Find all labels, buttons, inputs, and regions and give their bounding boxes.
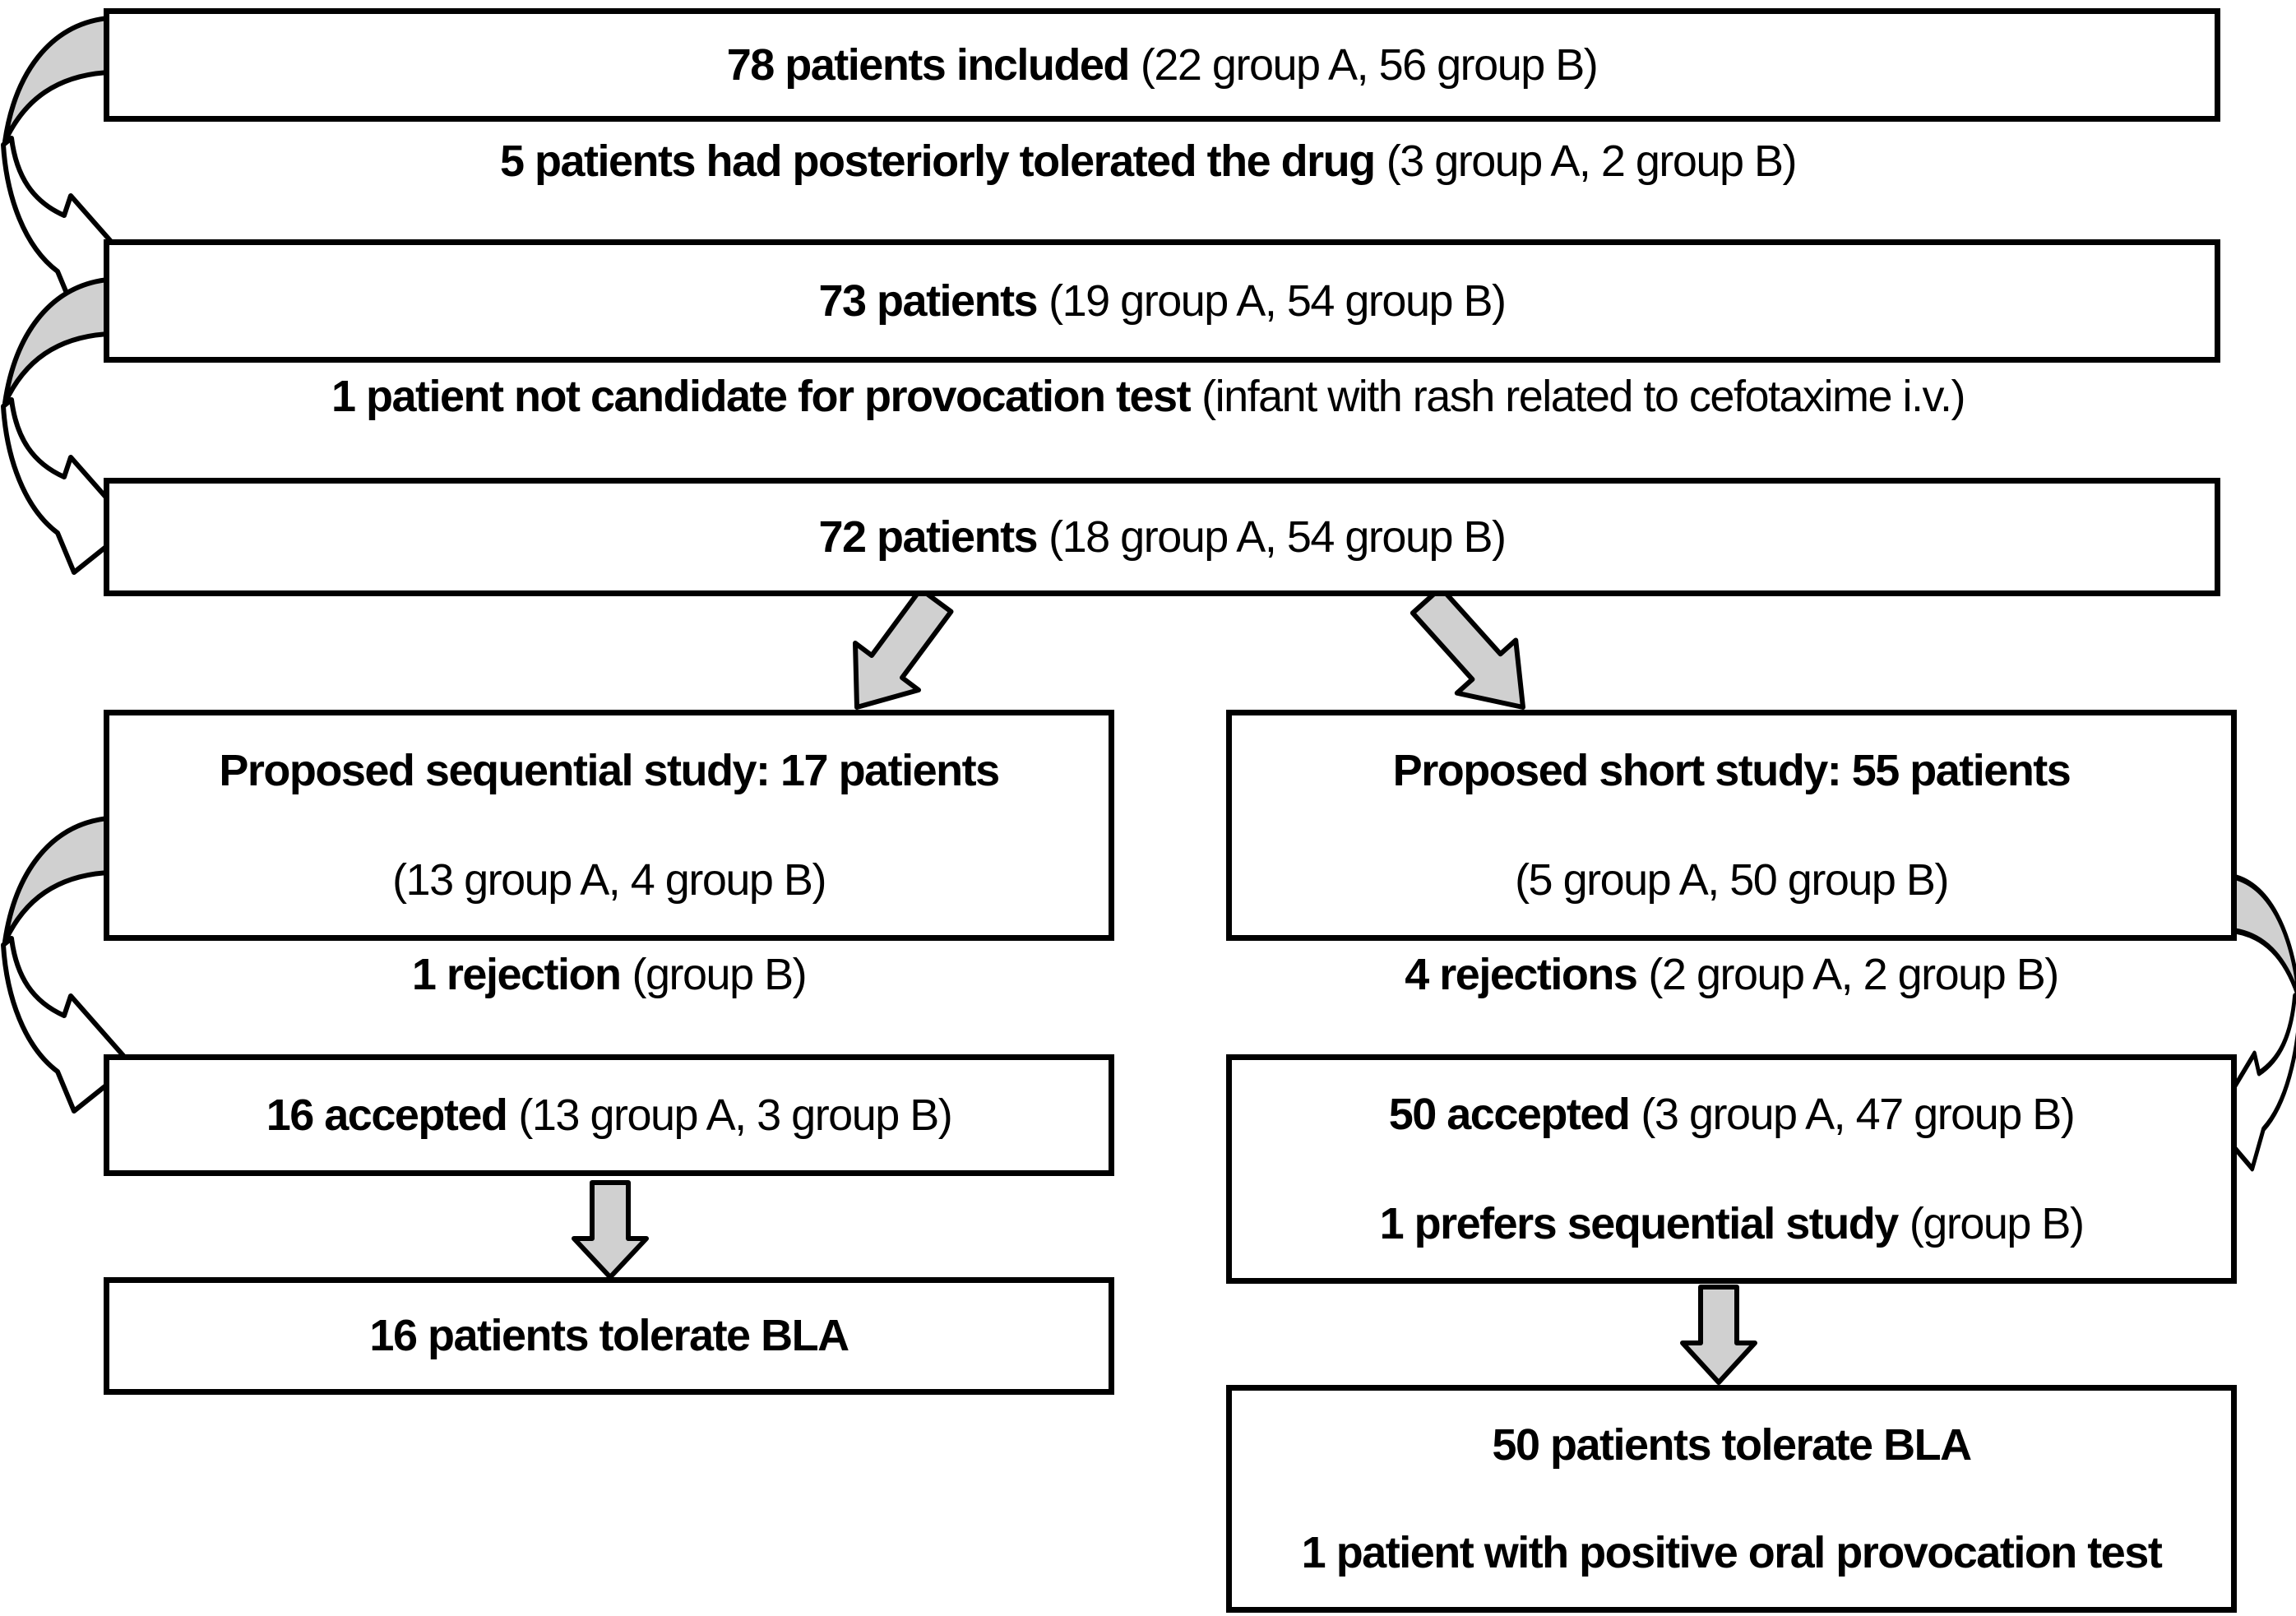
curved-arrow-sequential-to-accepted-icon (1, 816, 134, 1114)
note-4-rejections: 4 rejections (2 group A, 2 group B) (1405, 949, 2059, 999)
box-78-patients: 78 patients included (22 group A, 56 grou… (104, 8, 2220, 122)
diagonal-arrow-right-icon (1410, 585, 1525, 710)
diagonal-arrow-left-icon (853, 586, 954, 710)
box-73-patients-text: 73 patients (19 group A, 54 group B) (818, 276, 1507, 326)
box-72-patients-text: 72 patients (18 group A, 54 group B) (818, 512, 1507, 562)
box-proposed-sequential-study: Proposed sequential study: 17 patients (… (104, 710, 1114, 941)
box-73-patients: 73 patients (19 group A, 54 group B) (104, 239, 2220, 363)
box-proposed-short-study: Proposed short study: 55 patients (5 gro… (1226, 710, 2237, 941)
box-72-patients: 72 patients (18 group A, 54 group B) (104, 478, 2220, 596)
box-16-accepted: 16 accepted (13 group A, 3 group B) (104, 1054, 1114, 1176)
note-not-candidate: 1 patient not candidate for provocation … (331, 371, 1966, 421)
box-16-tolerate-bla: 16 patients tolerate BLA (104, 1277, 1114, 1395)
box-50-tolerate-bla: 50 patients tolerate BLA 1 patient with … (1226, 1385, 2237, 1613)
box-50-accepted: 50 accepted (3 group A, 47 group B) 1 pre… (1226, 1054, 2237, 1284)
down-arrow-left-icon (572, 1180, 649, 1280)
box-78-patients-text: 78 patients included (22 group A, 56 grou… (726, 39, 1599, 90)
curved-arrow-73-to-72-icon (1, 277, 134, 575)
note-posteriorly-tolerated: 5 patients had posteriorly tolerated the… (499, 136, 1798, 186)
down-arrow-right-icon (1680, 1285, 1757, 1385)
curved-arrow-78-to-73-icon (1, 16, 134, 313)
note-1-rejection: 1 rejection (group B) (411, 949, 808, 999)
